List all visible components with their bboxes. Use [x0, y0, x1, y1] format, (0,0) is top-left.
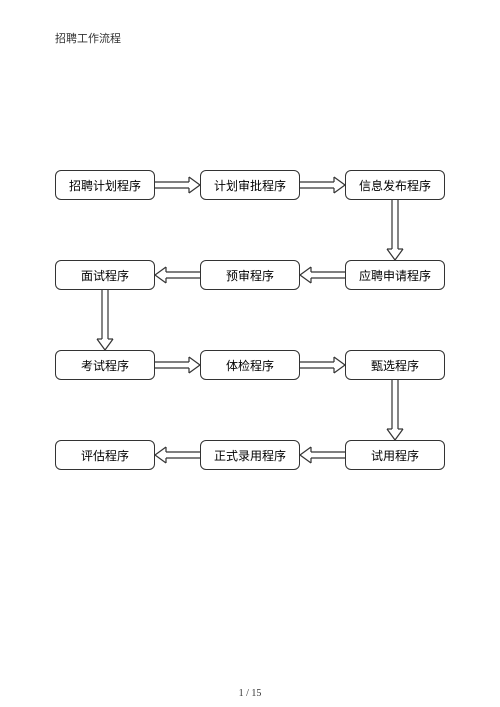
flowchart-node: 面试程序 — [55, 260, 155, 290]
page-title: 招聘工作流程 — [55, 30, 121, 46]
flowchart-node: 甄选程序 — [345, 350, 445, 380]
flowchart-node: 预审程序 — [200, 260, 300, 290]
flowchart-node: 招聘计划程序 — [55, 170, 155, 200]
flowchart-node: 体检程序 — [200, 350, 300, 380]
flowchart-node: 信息发布程序 — [345, 170, 445, 200]
flowchart-node: 试用程序 — [345, 440, 445, 470]
flowchart-node: 正式录用程序 — [200, 440, 300, 470]
page-number: 1 / 15 — [239, 688, 262, 699]
flowchart-node: 应聘申请程序 — [345, 260, 445, 290]
flowchart-node: 计划审批程序 — [200, 170, 300, 200]
flowchart-node: 考试程序 — [55, 350, 155, 380]
flowchart-node: 评估程序 — [55, 440, 155, 470]
